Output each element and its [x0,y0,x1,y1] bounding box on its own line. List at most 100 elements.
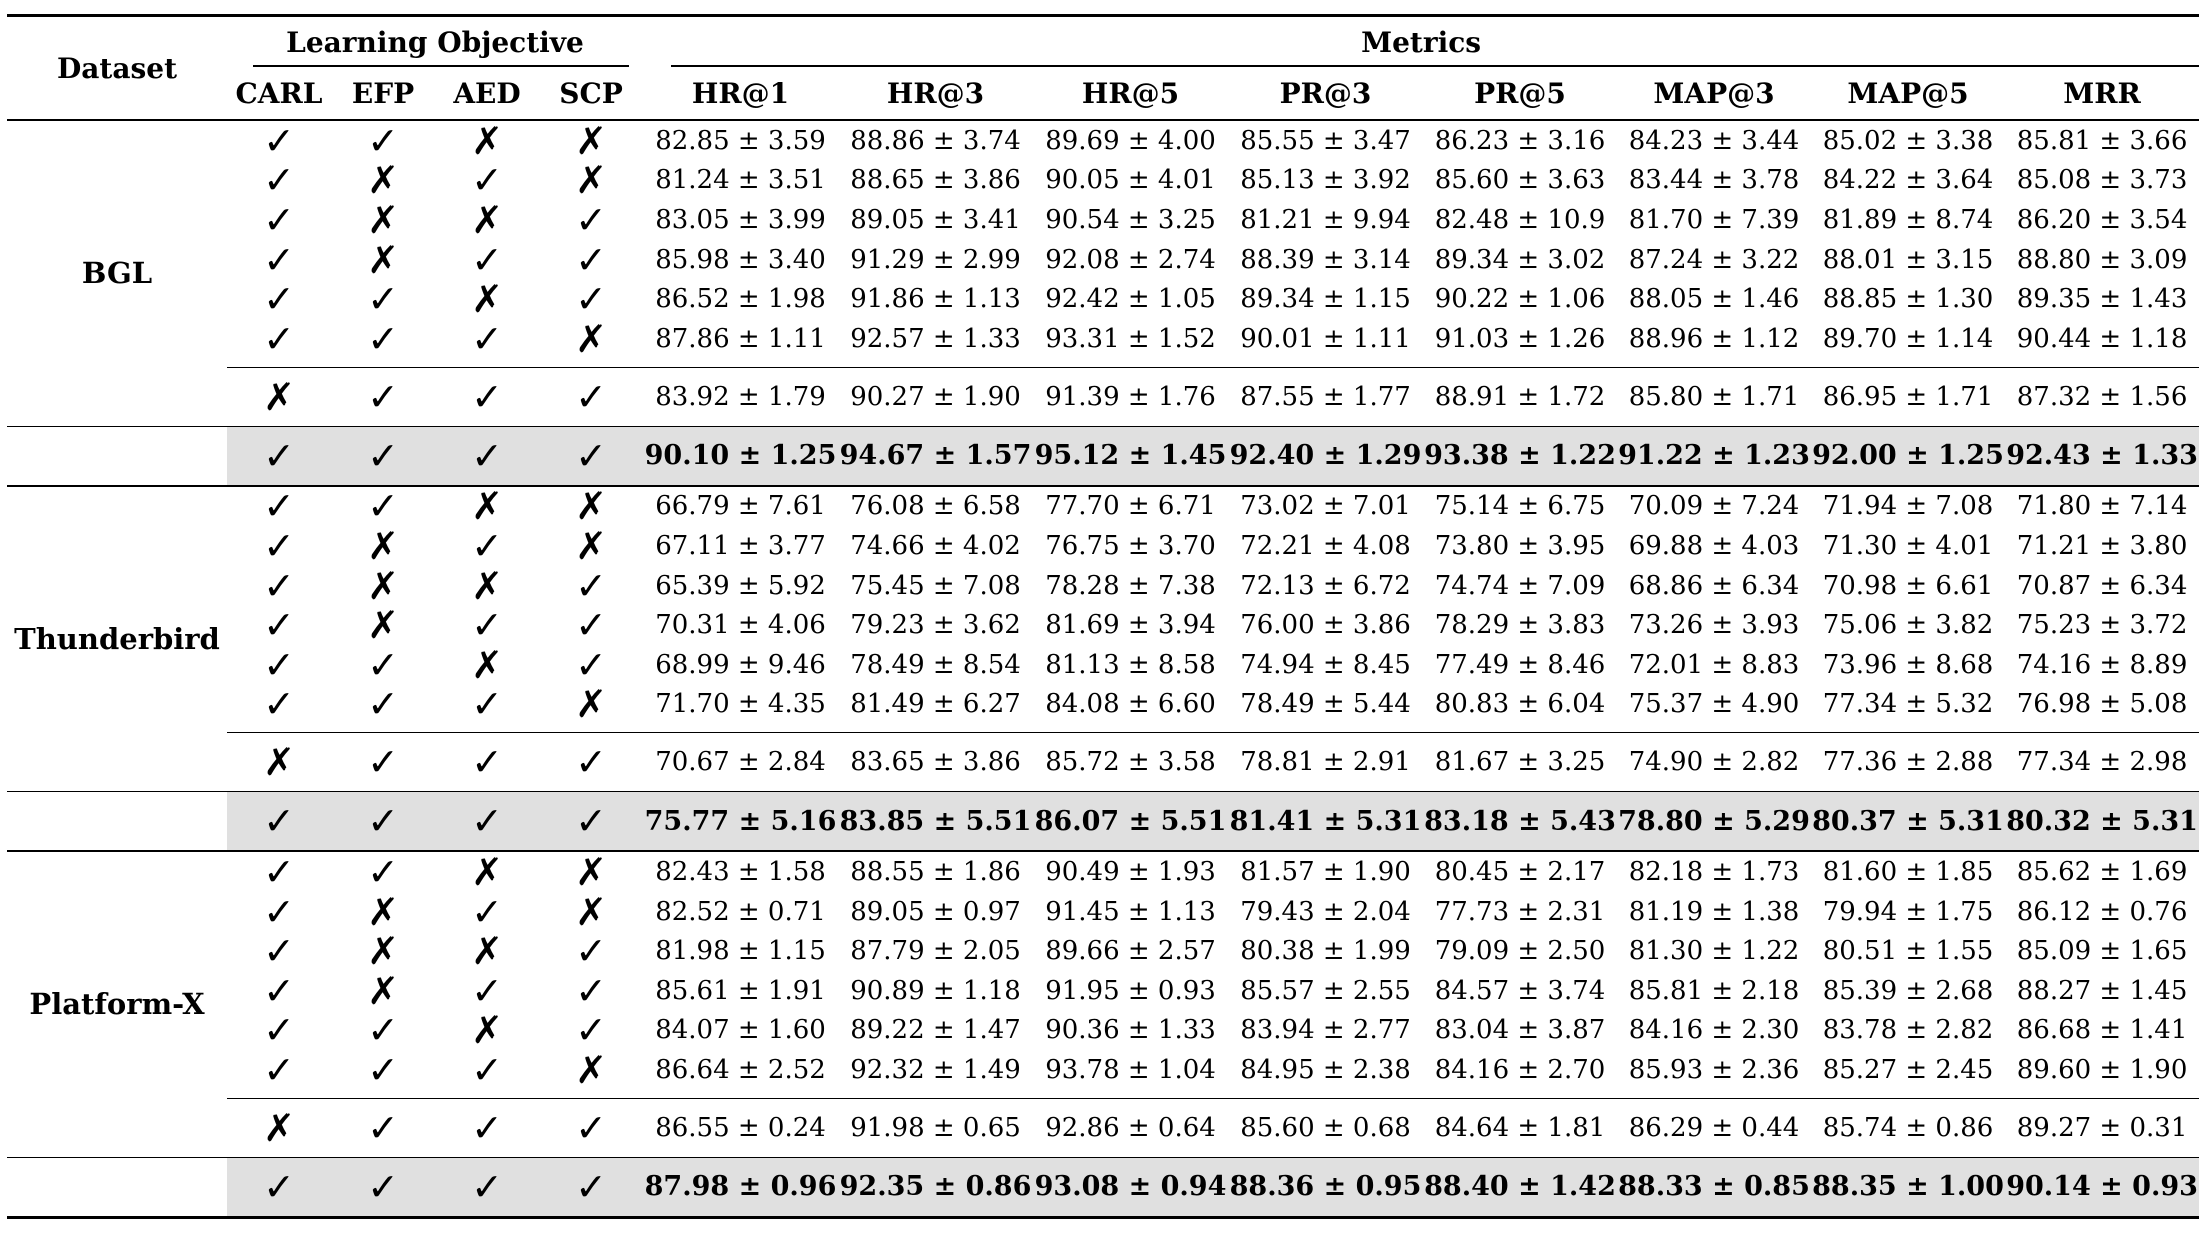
objective-header-aed: AED [435,67,539,121]
metric-value-map3: 69.88 ± 4.03 [1628,530,1800,561]
metric-value-hr5: 91.95 ± 0.93 [1045,975,1216,1006]
metric-value-pr3: 76.00 ± 3.86 [1240,610,1411,641]
metric-value-map3: 87.24 ± 3.22 [1628,244,1800,275]
objective-mark-scp: ✗ [575,118,607,163]
objective-mark-aed: ✗ [471,929,503,974]
objective-mark-aed: ✓ [471,158,503,203]
metric-value-hr5: 90.49 ± 1.93 [1045,856,1216,887]
objective-mark-scp: ✓ [539,791,644,853]
metrics-header: Metrics [643,14,2200,67]
table-row: ✓ ✗ ✗ ✓ 83.05 ± 3.99 89.05 ± 3.41 90.54 ± 3.25… [7,200,2199,240]
metric-value-hr3: 83.65 ± 3.86 [838,732,1034,792]
metric-value-map3: 78.80 ± 5.29 [1617,791,1812,853]
objective-mark-efp: ✓ [331,791,435,853]
metric-value-mrr: 77.34 ± 2.98 [2005,732,2200,792]
metric-value-hr5: 86.07 ± 5.51 [1033,791,1229,853]
metric-value-pr5: 89.34 ± 3.02 [1434,244,1606,275]
objective-mark-carl: ✓ [263,929,295,974]
table-row: ✓ ✗ ✗ ✓ 81.98 ± 1.15 87.79 ± 2.05 89.66 ± 2.57… [7,931,2199,971]
metric-value-hr1: 86.64 ± 2.52 [655,1054,826,1085]
metric-value-hr5: 90.54 ± 3.25 [1045,204,1216,235]
table-row: ✓ ✗ ✓ ✗ 82.52 ± 0.71 89.05 ± 0.97 91.45 ± 1.13… [7,892,2199,932]
metric-value-hr1: 70.31 ± 4.06 [655,610,826,641]
metric-value-hr1: 67.11 ± 3.77 [655,530,826,561]
objective-mark-carl: ✗ [227,1097,331,1158]
objective-mark-aed: ✓ [471,237,503,282]
dataset-name: Thunderbird [14,621,220,656]
metric-value-map5: 71.30 ± 4.01 [1822,530,1994,561]
metric-value-hr1: 83.92 ± 1.79 [643,366,839,427]
metric-value-hr1: 85.98 ± 3.40 [655,244,826,275]
metric-value-map5: 85.39 ± 2.68 [1822,975,1994,1006]
metric-value-pr3: 84.95 ± 2.38 [1240,1054,1411,1085]
metric-value-map5: 89.70 ± 1.14 [1822,323,1994,354]
metric-value-map5: 92.00 ± 1.25 [1811,425,2006,487]
dataset-name-spacer [7,791,227,853]
metric-value-hr3: 74.66 ± 4.02 [850,530,1021,561]
metric-value-map5: 88.85 ± 1.30 [1822,284,1994,315]
metric-value-pr5: 84.16 ± 2.70 [1434,1054,1606,1085]
metric-value-map3: 73.26 ± 3.93 [1628,610,1800,641]
objective-mark-aed: ✓ [471,316,503,361]
metric-value-pr5: 74.74 ± 7.09 [1434,570,1606,601]
objective-mark-efp: ✗ [367,603,399,648]
metric-value-mrr: 71.80 ± 7.14 [2016,491,2188,522]
table-row: ✓ ✗ ✓ ✓ 85.98 ± 3.40 91.29 ± 2.99 92.08 ± 2.74… [7,240,2199,280]
metric-value-mrr: 85.09 ± 1.65 [2016,936,2188,967]
objective-mark-carl: ✗ [227,732,331,792]
metric-value-mrr: 88.27 ± 1.45 [2016,975,2188,1006]
metric-value-hr3: 81.49 ± 6.27 [850,689,1021,720]
objective-mark-scp: ✗ [575,1047,607,1092]
metric-value-mrr: 86.68 ± 1.41 [2016,1015,2188,1046]
metric-value-hr5: 89.66 ± 2.57 [1045,936,1216,967]
metric-value-mrr: 75.23 ± 3.72 [2016,610,2188,641]
metric-value-map3: 81.70 ± 7.39 [1628,204,1800,235]
metric-value-map5: 86.95 ± 1.71 [1811,366,2006,427]
objective-mark-aed: ✓ [435,366,539,427]
objective-mark-efp: ✓ [367,277,399,322]
metric-value-mrr: 90.44 ± 1.18 [2016,323,2188,354]
objective-mark-carl: ✓ [263,484,295,529]
table-row: ✓ ✓ ✓ ✗ 86.64 ± 2.52 92.32 ± 1.49 93.78 ± 1.04… [7,1050,2199,1090]
objective-mark-carl: ✓ [227,791,331,853]
objective-mark-aed: ✓ [471,523,503,568]
metric-value-pr5: 83.04 ± 3.87 [1434,1015,1606,1046]
objective-mark-aed: ✓ [471,968,503,1013]
metric-value-map5: 85.02 ± 3.38 [1822,125,1994,156]
objective-mark-aed: ✓ [435,732,539,792]
objective-mark-carl: ✓ [263,237,295,282]
metric-value-pr3: 79.43 ± 2.04 [1240,896,1411,927]
objective-mark-efp: ✗ [367,158,399,203]
metric-value-map5: 83.78 ± 2.82 [1822,1015,1994,1046]
metric-value-hr1: 75.77 ± 5.16 [643,791,839,853]
objective-mark-efp: ✓ [331,425,435,487]
metric-value-mrr: 87.32 ± 1.56 [2005,366,2200,427]
metric-value-mrr: 71.21 ± 3.80 [2016,530,2188,561]
objective-mark-carl: ✓ [263,968,295,1013]
objective-mark-aed: ✓ [435,425,539,487]
objective-mark-scp: ✗ [575,682,607,727]
metric-value-map5: 81.60 ± 1.85 [1822,856,1994,887]
metric-value-hr3: 88.65 ± 3.86 [850,165,1021,196]
metric-value-hr5: 90.36 ± 1.33 [1045,1015,1216,1046]
metric-value-hr1: 65.39 ± 5.92 [655,570,826,601]
metric-value-map3: 82.18 ± 1.73 [1628,856,1800,887]
objective-mark-efp: ✓ [331,366,435,427]
objective-mark-scp: ✓ [539,366,644,427]
metric-value-hr3: 90.89 ± 1.18 [850,975,1021,1006]
metric-value-hr1: 84.07 ± 1.60 [655,1015,826,1046]
metric-value-hr3: 91.86 ± 1.13 [850,284,1021,315]
metric-value-map3: 81.19 ± 1.38 [1628,896,1800,927]
table-row: ✓ ✗ ✓ ✗ 67.11 ± 3.77 74.66 ± 4.02 76.75 ± 3.70… [7,526,2199,566]
metric-header-map3: MAP@3 [1617,67,1812,121]
metric-value-pr5: 80.45 ± 2.17 [1434,856,1606,887]
metric-value-pr3: 81.41 ± 5.31 [1228,791,1424,853]
metric-value-mrr: 85.62 ± 1.69 [2016,856,2188,887]
metric-header-hr3: HR@3 [838,67,1034,121]
metric-value-hr1: 83.05 ± 3.99 [655,204,826,235]
objective-mark-carl: ✓ [263,849,295,894]
metric-value-map5: 70.98 ± 6.61 [1822,570,1994,601]
objective-mark-efp: ✓ [331,1156,435,1219]
metric-value-map5: 75.06 ± 3.82 [1822,610,1994,641]
metric-value-hr3: 89.05 ± 3.41 [850,204,1021,235]
